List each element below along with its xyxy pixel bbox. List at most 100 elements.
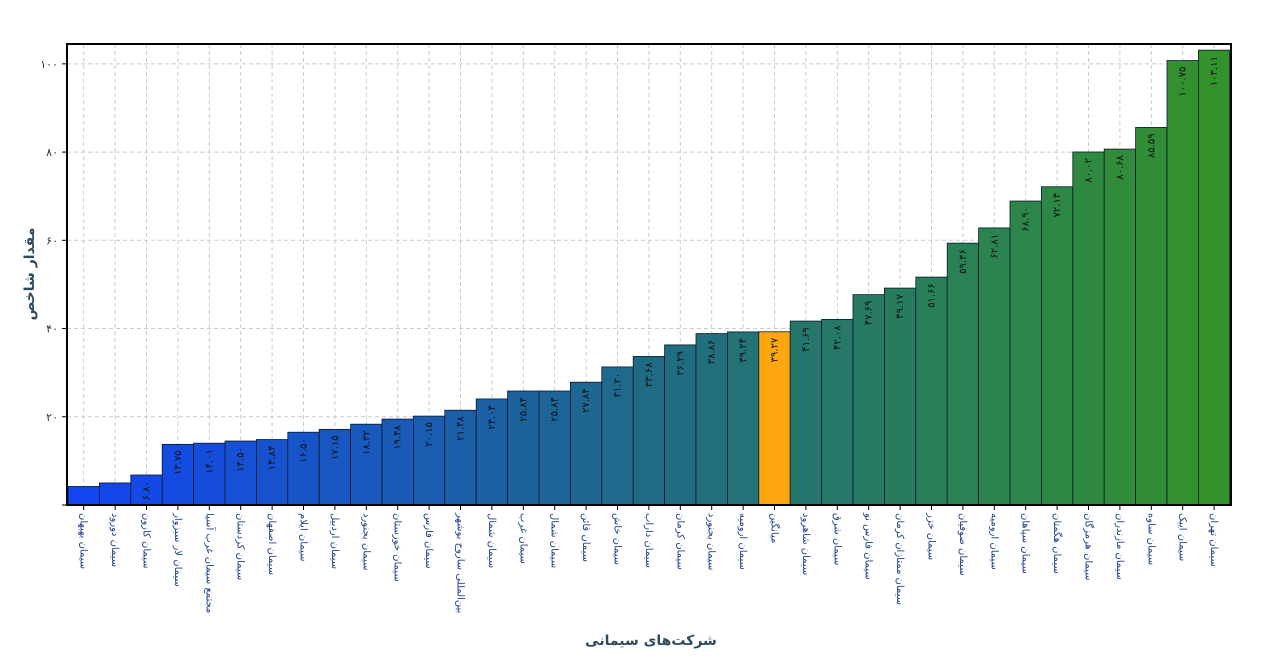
- x-axis-category-labels: سیمان بهبهان سیمان دورود سیمان کارون سیمان …: [78, 505, 1219, 613]
- bar-value-label: ۴۲.۰۸: [832, 325, 843, 350]
- bar-value-label: ۲۵.۸۴: [518, 397, 529, 422]
- bar-value-label: ۶.۸۰: [142, 481, 153, 500]
- x-tick-label: سیمان کرمان: [674, 513, 685, 570]
- bar: [412, 415, 446, 506]
- bar: [287, 431, 320, 506]
- x-tick-label: سیمان داراب: [643, 513, 654, 568]
- bar-value-label: ۲۵.۸۴: [550, 397, 561, 422]
- x-tick-label: سیمان ارومیه: [988, 513, 999, 570]
- bar: [695, 333, 728, 506]
- bar-value-label: ۱۸.۳۲: [361, 430, 372, 455]
- y-tick-label: ۴۰: [46, 323, 58, 336]
- bar: [758, 331, 791, 506]
- value-labels: ۶.۸۰ ۱۳.۷۵ ۱۴.۰۱ ۱۴.۵۰ ۱۴.۸۴ ۱۶.۵۰ ۱۷.۱۵ ۱۸.۳۲ ۱…: [142, 56, 1221, 500]
- bar-value-label: ۴۷.۶۹: [864, 301, 875, 326]
- bar-value-label: ۴۱.۶۹: [801, 327, 812, 352]
- bar-value-label: ۲۷.۸۴: [581, 388, 592, 413]
- bar: [884, 287, 917, 506]
- x-tick-label: سیمان اردبیل: [329, 513, 340, 569]
- x-tick-label: سیمان تهران: [1208, 513, 1219, 567]
- bar: [538, 390, 571, 506]
- x-tick-label: سیمان شاهرود: [800, 513, 811, 575]
- bar-value-label: ۳۱.۳۰: [613, 373, 624, 398]
- bar: [350, 423, 383, 506]
- x-tick-label: سیمان شرق: [831, 513, 842, 565]
- x-tick-label: سیمان صوفیان: [957, 513, 968, 576]
- bar-value-label: ۶۸.۹۰: [1021, 207, 1032, 232]
- x-tick-label: سیمان ایلام: [298, 513, 309, 561]
- bar-value-label: ۲۱.۴۸: [456, 416, 467, 441]
- x-tick-label: سیمان شمال: [549, 513, 560, 568]
- bars: [67, 49, 1231, 506]
- y-axis-label: مقدار شاخص: [22, 228, 38, 321]
- bar-value-label: ۲۴.۰۴: [487, 405, 498, 430]
- x-tick-label: سیمان خاش: [612, 513, 623, 565]
- bar-value-label: ۳۸.۸۶: [707, 340, 718, 365]
- x-tick-label: سیمان دورود: [109, 513, 120, 567]
- bar-value-label: ۱۹.۴۸: [393, 424, 404, 449]
- bar: [1135, 127, 1168, 506]
- bar-value-label: ۳۶.۲۹: [675, 351, 686, 376]
- x-tick-label: سیمان کردستان: [235, 513, 246, 580]
- bar-value-label: ۱۴.۸۴: [267, 446, 278, 471]
- x-tick-label: سیمان فارس: [423, 513, 434, 569]
- x-tick-label: سیمان ایبک: [1177, 513, 1188, 561]
- bar-value-label: ۲۰.۱۵: [424, 422, 435, 447]
- bar: [727, 331, 760, 506]
- x-tick-label: سیمان سپاهان: [1020, 513, 1031, 574]
- bar-value-label: ۶۲.۸۱: [989, 234, 1000, 259]
- x-tick-label: سیمان بجنورد: [706, 513, 717, 570]
- bar: [946, 242, 980, 506]
- bar: [1009, 200, 1042, 506]
- bar-value-label: ۱۷.۱۵: [330, 435, 341, 460]
- bar: [1166, 60, 1199, 506]
- bar-value-label: ۸۰.۰۲: [1084, 158, 1095, 183]
- x-tick-label: سیمان قائن: [580, 513, 591, 562]
- bar: [821, 318, 854, 506]
- bar: [1072, 151, 1105, 506]
- bar-value-label: ۸۰.۶۸: [1115, 154, 1126, 179]
- bar: [1103, 148, 1136, 506]
- bar-value-label: ۷۲.۱۴: [1052, 193, 1063, 218]
- x-tick-label: سیمان ارومیه: [737, 513, 748, 570]
- x-tick-label: سیمان شمال: [486, 513, 497, 568]
- bar: [1198, 49, 1231, 506]
- bar-value-label: ۱۴.۰۱: [204, 449, 215, 474]
- x-tick-label: میانگین: [769, 513, 781, 543]
- y-tick-label: ۱۰۰: [40, 58, 58, 71]
- bar-value-label: ۱۴.۵۰: [236, 447, 247, 472]
- bar: [601, 366, 634, 506]
- bar-value-label: ۳۳.۶۸: [644, 362, 655, 387]
- bar-value-label: ۱۶.۵۰: [299, 438, 310, 463]
- x-tick-label: سیمان فارس نو: [863, 512, 874, 580]
- x-tick-label: سیمان خوزستان: [392, 513, 403, 582]
- bar: [161, 443, 194, 506]
- x-tick-label: سیمان ممتازان کرمان: [894, 513, 905, 605]
- bar-value-label: ۴۹.۱۷: [895, 293, 906, 318]
- bar: [632, 356, 666, 506]
- x-tick-label: سیمان هگمتان: [1051, 513, 1063, 574]
- x-tick-label: سیمان غرب: [517, 513, 528, 564]
- bar-value-label: ۳۹.۲۴: [738, 338, 749, 363]
- bar-value-label: ۵۹.۳۶: [958, 249, 969, 274]
- bar: [99, 482, 132, 506]
- bar: [978, 227, 1011, 506]
- y-tick-label: ۲۰: [46, 411, 58, 424]
- x-axis-label: شرکت‌های سیمانی: [585, 633, 717, 649]
- bar-value-label: ۱۰۳.۱۱: [1209, 56, 1220, 86]
- x-tick-label: بین‌المللی ساروج بوشهر: [455, 512, 466, 613]
- x-tick-label: سیمان هرمزگان: [1083, 513, 1095, 581]
- x-tick-label: سیمان بهبهان: [78, 513, 89, 569]
- bar: [1041, 186, 1074, 506]
- bar: [664, 344, 697, 506]
- bar: [852, 294, 885, 506]
- bar: [67, 486, 100, 506]
- bar-value-label: ۳۹.۲۷: [770, 337, 781, 362]
- x-tick-label: سیمان کارون: [141, 513, 152, 569]
- y-axis-ticks: ۲۰ ۴۰ ۶۰ ۸۰ ۱۰۰: [40, 58, 67, 506]
- x-tick-label: سیمان خزر: [926, 512, 937, 560]
- bar: [475, 398, 509, 506]
- y-tick-label: ۶۰: [46, 234, 58, 247]
- bar: [224, 440, 257, 506]
